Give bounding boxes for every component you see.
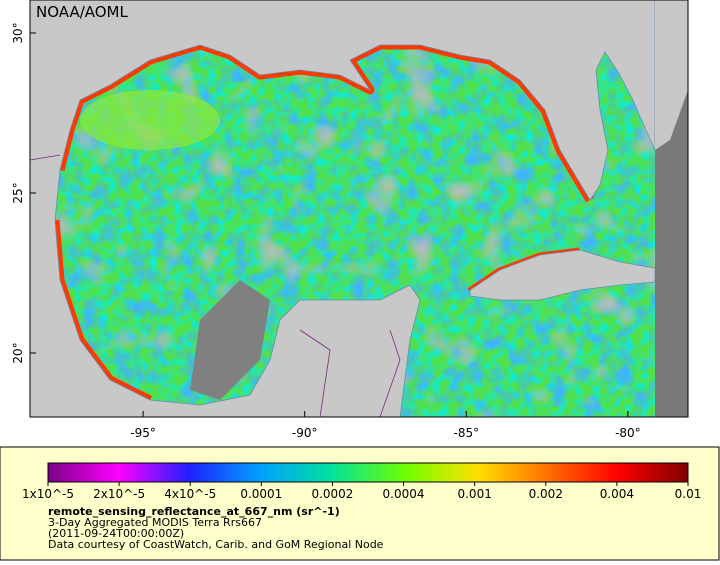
colorbar-tick-label: 0.0004 xyxy=(383,487,425,501)
colorbar-tick-label: 1x10^-5 xyxy=(22,487,74,501)
colorbar-tick-label: 0.002 xyxy=(529,487,563,501)
colorbar-ticks: 1x10^-5 2x10^-5 4x10^-5 0.0001 0.0002 0.0004 0… xyxy=(22,482,701,501)
colorbar-tick-label: 0.004 xyxy=(600,487,634,501)
land xyxy=(30,0,656,417)
colorbar xyxy=(47,462,689,483)
colorbar-tick-label: 0.0001 xyxy=(240,487,282,501)
map-area xyxy=(30,0,688,417)
product: 3-Day Aggregated MODIS Terra Rrs667 xyxy=(48,516,262,529)
borders xyxy=(30,154,401,417)
colorbar-tick-label: 0.01 xyxy=(675,487,702,501)
turbid-water xyxy=(80,90,220,150)
x-tick-label: -90° xyxy=(292,426,318,440)
x-tick-label: -85° xyxy=(453,426,479,440)
y-tick-label: 20° xyxy=(11,342,25,363)
colorbar-tick-label: 4x10^-5 xyxy=(164,487,216,501)
x-tick-label: -80° xyxy=(615,426,641,440)
land xyxy=(655,0,688,150)
y-tick-label: 30° xyxy=(11,22,25,43)
map-frame xyxy=(29,0,689,418)
source: Data courtesy of CoastWatch, Carib. and … xyxy=(48,538,384,551)
x-tick-label: -95° xyxy=(130,426,156,440)
credit: NOAA/AOML xyxy=(36,3,129,21)
colorbar-tick-label: 0.0002 xyxy=(311,487,353,501)
variable-name: remote_sensing_reflectance_at_667_nm (sr… xyxy=(48,505,340,518)
y-tick-label: 25° xyxy=(11,182,25,203)
colorbar-tick-label: 0.001 xyxy=(457,487,491,501)
colorbar-tick-label: 2x10^-5 xyxy=(93,487,145,501)
time: (2011-09-24T00:00:00Z) xyxy=(48,527,184,540)
axes: -95° -90° -85° -80° 30° 25° 20° xyxy=(11,22,641,440)
missing-data xyxy=(190,280,270,400)
